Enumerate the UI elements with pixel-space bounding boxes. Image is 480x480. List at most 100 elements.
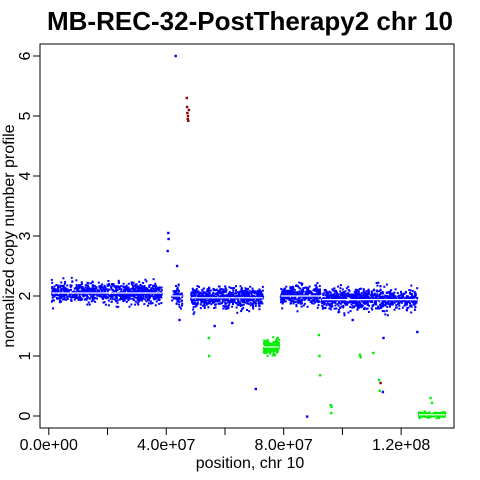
data-point [312, 289, 315, 292]
data-point [63, 282, 66, 285]
data-point [257, 294, 260, 296]
data-point [251, 287, 254, 290]
data-point [257, 302, 260, 305]
data-point [160, 296, 163, 299]
data-point [230, 287, 233, 290]
data-point [384, 304, 387, 307]
data-point [62, 286, 65, 289]
data-point [243, 300, 246, 303]
data-point [391, 303, 394, 306]
data-point [233, 287, 235, 289]
data-point [225, 305, 228, 308]
data-point [333, 292, 336, 295]
data-point [329, 294, 332, 296]
data-point [198, 298, 201, 301]
data-point [402, 292, 405, 295]
data-point [401, 296, 403, 299]
data-point [69, 285, 72, 288]
x-tick-label: 1.2e+08 [372, 437, 430, 454]
point-cluster-1-neutral [50, 276, 163, 310]
data-point [180, 307, 182, 310]
data-point [98, 286, 101, 289]
data-point [140, 299, 143, 302]
data-point [300, 292, 303, 295]
data-point [148, 297, 151, 300]
data-point [321, 307, 324, 310]
data-point [252, 307, 255, 310]
data-point [201, 294, 204, 297]
data-point [289, 290, 292, 292]
data-point [321, 302, 324, 304]
data-point [216, 294, 219, 297]
data-point [254, 290, 257, 293]
data-point [124, 290, 126, 293]
data-point [214, 306, 217, 309]
data-point [221, 298, 224, 300]
data-point [85, 289, 88, 292]
data-point [195, 304, 198, 307]
data-point [88, 288, 91, 291]
data-point [358, 304, 361, 307]
data-point [413, 308, 416, 311]
data-point [125, 293, 128, 296]
data-point [127, 290, 130, 293]
data-point [306, 305, 309, 308]
data-point [316, 298, 319, 301]
data-point [225, 294, 228, 297]
data-point [331, 300, 334, 303]
outlier-point [185, 105, 189, 109]
data-point [117, 286, 120, 289]
data-point [208, 297, 211, 300]
data-point [359, 295, 362, 298]
data-point [54, 290, 57, 293]
data-point [148, 299, 150, 302]
data-point [242, 307, 245, 310]
data-point [410, 284, 413, 287]
data-point [232, 303, 234, 305]
data-point [258, 295, 261, 298]
data-point [147, 291, 150, 294]
data-point [405, 309, 408, 311]
data-point [202, 291, 205, 294]
data-point [70, 276, 73, 279]
data-point [80, 298, 83, 301]
data-point [252, 291, 255, 294]
data-point [371, 296, 374, 299]
data-point [153, 296, 156, 299]
data-point [62, 288, 65, 290]
data-point [210, 294, 213, 297]
data-point [203, 302, 206, 305]
data-point [231, 295, 234, 297]
data-point [97, 281, 100, 284]
data-point [244, 287, 247, 290]
data-point [126, 289, 128, 292]
data-point [371, 308, 374, 311]
data-point [154, 293, 157, 296]
data-point [148, 284, 151, 287]
data-point [343, 302, 346, 305]
y-tick-label: 6 [17, 51, 34, 60]
data-point [56, 297, 58, 300]
data-point [86, 297, 89, 300]
data-point [70, 284, 73, 287]
data-point [299, 299, 302, 302]
data-point [383, 285, 386, 288]
data-point [388, 296, 391, 299]
data-point [386, 292, 389, 295]
data-point [156, 286, 159, 289]
data-point [337, 308, 340, 311]
data-point [336, 303, 339, 306]
data-point [375, 289, 378, 292]
data-point [397, 303, 399, 306]
data-point [193, 301, 196, 304]
data-point [375, 300, 378, 303]
data-point [350, 297, 353, 300]
data-point [408, 289, 411, 291]
data-point [262, 346, 265, 349]
data-point [361, 304, 364, 307]
data-point [214, 303, 217, 306]
data-point [258, 292, 261, 295]
data-point [281, 302, 284, 305]
data-point [317, 300, 320, 303]
data-point [219, 291, 222, 294]
